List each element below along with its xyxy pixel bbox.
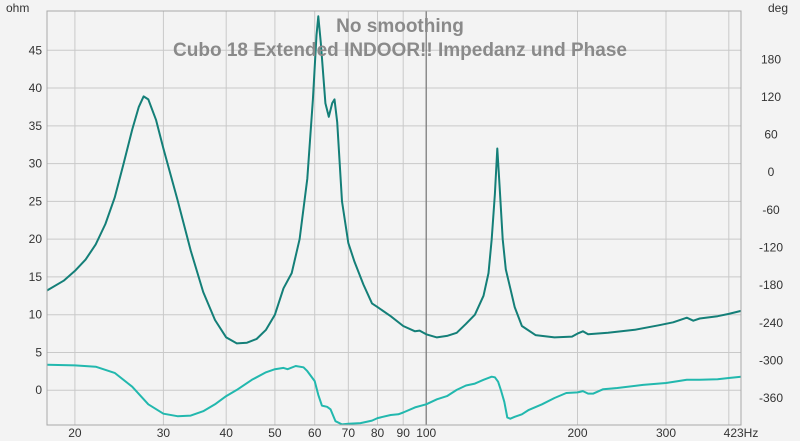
left-tick-label: 45 [29, 43, 43, 57]
x-axis-end-label: 423Hz [724, 426, 759, 440]
right-tick-label: 0 [768, 165, 775, 179]
x-tick-label: 100 [416, 426, 436, 440]
right-tick-label: 120 [761, 90, 781, 104]
left-tick-label: 5 [35, 345, 42, 359]
left-tick-label: 30 [29, 157, 43, 171]
right-tick-label: 180 [761, 52, 781, 66]
right-tick-label: -120 [759, 240, 783, 254]
right-tick-label: -60 [762, 203, 780, 217]
x-tick-label: 20 [68, 426, 82, 440]
impedance-curve [46, 15, 742, 345]
left-tick-label: 0 [35, 383, 42, 397]
left-tick-label: 35 [29, 119, 43, 133]
left-tick-label: 15 [29, 270, 43, 284]
plot-frame [46, 10, 742, 426]
x-tick-label: 90 [397, 426, 411, 440]
right-tick-label: -240 [759, 316, 783, 330]
x-tick-label: 60 [308, 426, 322, 440]
x-tick-label: 300 [656, 426, 676, 440]
left-tick-label: 20 [29, 232, 43, 246]
right-tick-label: 60 [764, 128, 778, 142]
left-tick-label: 25 [29, 194, 43, 208]
right-tick-label: -360 [759, 391, 783, 405]
phase-curve [46, 363, 742, 426]
right-tick-label: -300 [759, 353, 783, 367]
tick-labels: 454035302520151050180120600-60-120-180-2… [29, 43, 784, 440]
x-tick-label: 70 [342, 426, 356, 440]
x-tick-label: 50 [268, 426, 282, 440]
chart-subtitle: Cubo 18 Extended INDOOR!! Impedanz und P… [173, 40, 627, 61]
x-tick-label: 40 [220, 426, 234, 440]
x-tick-label: 80 [371, 426, 385, 440]
right-tick-label: -180 [759, 278, 783, 292]
left-tick-label: 10 [29, 308, 43, 322]
x-tick-label: 30 [157, 426, 171, 440]
curves [46, 15, 742, 426]
left-tick-label: 40 [29, 81, 43, 95]
left-axis-unit: ohm [6, 1, 29, 15]
x-tick-label: 200 [567, 426, 587, 440]
right-axis-unit: deg [768, 1, 788, 15]
grid [47, 11, 741, 425]
chart-title: No smoothing [336, 16, 464, 37]
plot-area-background [47, 11, 741, 425]
